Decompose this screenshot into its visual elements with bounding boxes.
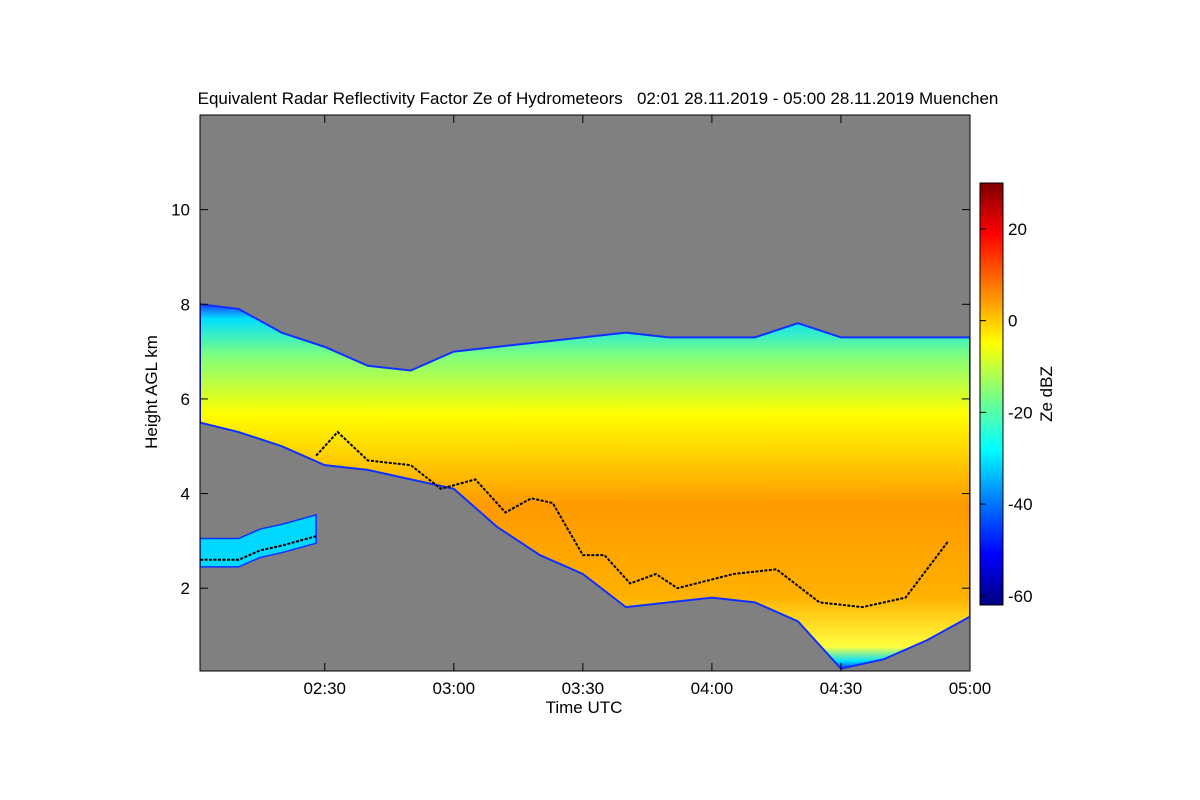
x-tick-label: 02:30 <box>303 679 346 698</box>
colorbar-tick-label: -40 <box>1008 495 1033 514</box>
x-tick-label: 04:00 <box>691 679 734 698</box>
cloud-base-line <box>315 430 950 609</box>
colorbar-tick-label: -20 <box>1008 403 1033 422</box>
colorbar: -60 -40 -20 0 20 Ze dBZ <box>979 182 1056 606</box>
colorbar-gradient <box>979 182 1004 606</box>
x-tick-label: 05:00 <box>949 679 992 698</box>
low-cloud-base-line <box>200 535 317 561</box>
plot-frame <box>199 114 971 672</box>
chart-title: Equivalent Radar Reflectivity Factor Ze … <box>198 89 999 108</box>
y-axis-label: Height AGL km <box>142 335 161 449</box>
x-axis-ticks: 02:30 03:00 03:30 04:00 04:30 05:00 <box>303 115 991 698</box>
y-tick-label: 8 <box>181 295 190 314</box>
colorbar-ticks: -60 -40 -20 0 20 <box>980 220 1033 606</box>
y-tick-label: 4 <box>181 485 190 504</box>
x-tick-label: 03:00 <box>433 679 476 698</box>
y-tick-label: 2 <box>181 579 190 598</box>
y-axis-ticks: 2 4 6 8 10 <box>171 201 970 598</box>
plot-area <box>199 114 971 672</box>
x-tick-label: 03:30 <box>562 679 605 698</box>
reflectivity-marks <box>200 303 970 670</box>
colorbar-tick-label: 0 <box>1008 312 1017 331</box>
reflectivity-cloud-band <box>200 303 970 670</box>
x-tick-label: 04:30 <box>820 679 863 698</box>
low-cloud-layer <box>200 513 317 568</box>
colorbar-tick-label: 20 <box>1008 220 1027 239</box>
x-axis-label: Time UTC <box>546 698 623 717</box>
y-tick-label: 6 <box>181 390 190 409</box>
colorbar-label: Ze dBZ <box>1037 366 1056 422</box>
colorbar-tick-label: -60 <box>1008 587 1033 606</box>
y-tick-label: 10 <box>171 201 190 220</box>
